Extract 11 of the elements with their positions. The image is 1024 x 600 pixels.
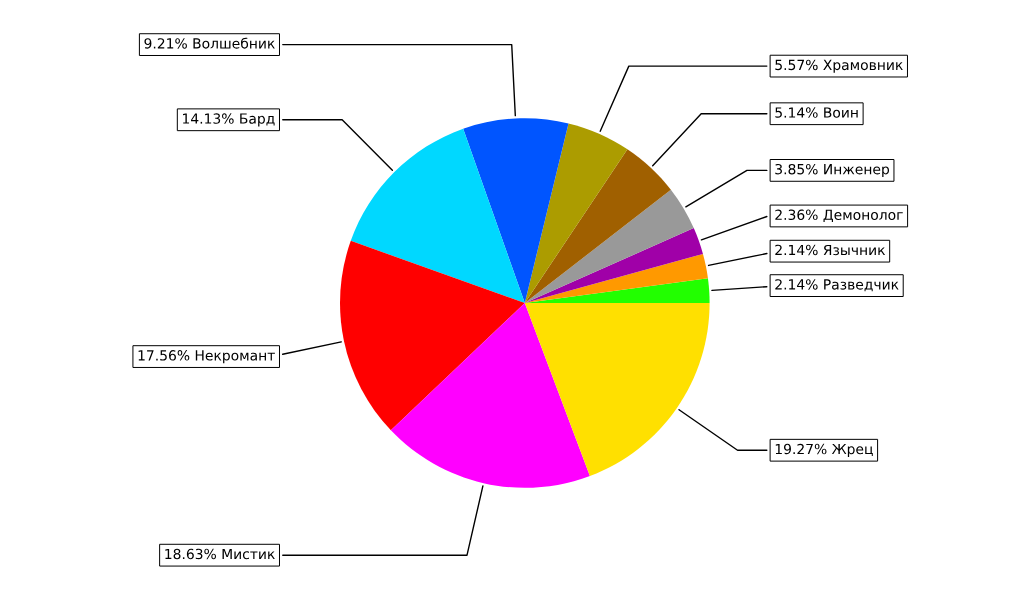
slice-label: 17.56% Некромант (138, 350, 275, 364)
slice-label: 2.14% Язычник (775, 244, 886, 256)
slice-label: 5.14% Воин (775, 107, 858, 118)
slice-label: 19.27% Жрец (775, 443, 873, 457)
slice-label: 2.36% Демонолог (775, 209, 903, 222)
slice-label: 2.14% Разведчик (775, 279, 899, 292)
slice-label: 9.21% Волшебник (144, 37, 275, 49)
slice-label: 3.85% Инженер (775, 163, 890, 178)
slice-label: 18.63% Мистик (165, 548, 275, 560)
slice-label: 5.57% Храмовник (775, 59, 903, 73)
slice-label: 14.13% Бард (183, 113, 275, 127)
